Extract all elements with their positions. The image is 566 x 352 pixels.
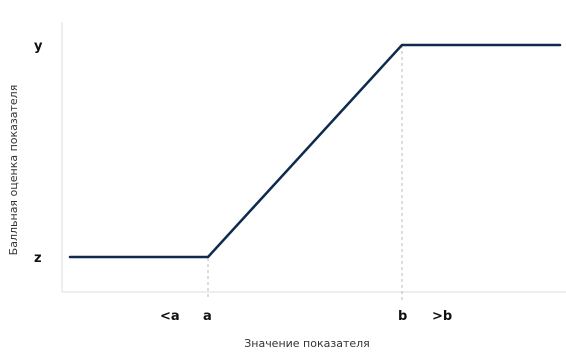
x-axis-label: Значение показателя <box>244 337 370 350</box>
x-tick-label-less-a: <a <box>160 309 180 324</box>
x-tick-label-greater-b: >b <box>432 309 452 324</box>
y-axis-label: Балльная оценка показателя <box>7 85 20 256</box>
y-tick-label-y: y <box>34 39 43 54</box>
x-tick-label-b: b <box>398 309 407 324</box>
y-tick-label-z: z <box>34 251 42 266</box>
series-line <box>68 43 562 259</box>
x-tick-label-a: a <box>203 309 212 324</box>
